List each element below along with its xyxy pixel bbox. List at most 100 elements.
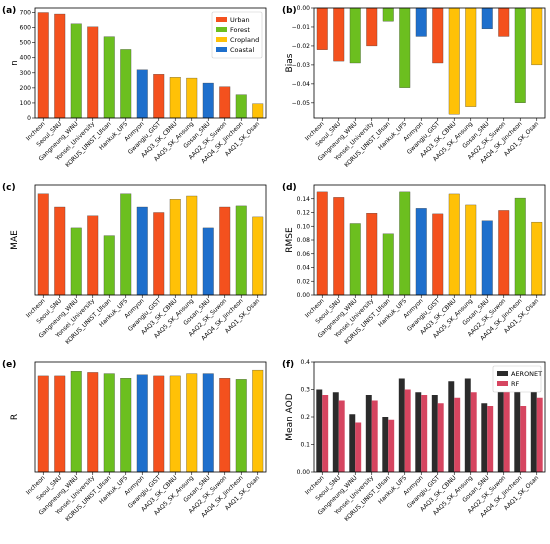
bar-10 — [481, 220, 493, 296]
bar-8 — [448, 193, 460, 296]
bar-5 — [399, 191, 411, 296]
bar-10 — [202, 227, 214, 296]
bar-9 — [186, 373, 198, 473]
bar-0 — [37, 375, 49, 473]
bar-1 — [333, 197, 345, 296]
y-tick-label: −0.01 — [292, 24, 311, 31]
y-tick-label: 0.02 — [297, 278, 311, 285]
bar-3 — [366, 213, 378, 296]
bar-aeronet-13 — [530, 389, 537, 472]
legend-entry: Urban — [230, 16, 250, 24]
bar-6 — [415, 7, 427, 37]
y-tick-label: 0.2 — [300, 414, 310, 421]
bar-12 — [514, 7, 526, 103]
y-tick-label: 600 — [20, 25, 32, 32]
bar-1 — [333, 7, 345, 62]
y-tick-label: 400 — [20, 55, 32, 62]
bar-7 — [153, 212, 165, 296]
bar-4 — [382, 233, 394, 296]
bar-3 — [366, 7, 378, 47]
y-tick-label: 700 — [20, 10, 32, 17]
y-axis-label: MAE — [10, 230, 20, 250]
bar-2 — [70, 23, 82, 119]
y-tick-label: 0.00 — [297, 5, 311, 12]
bar-rf-4 — [388, 419, 395, 472]
bar-aeronet-12 — [514, 389, 521, 472]
y-axis-label: n — [10, 60, 20, 66]
bar-1 — [54, 375, 66, 473]
legend-entry: RF — [511, 380, 520, 388]
legend-swatch — [216, 27, 227, 32]
y-tick-label: −0.05 — [292, 100, 311, 107]
bar-aeronet-2 — [349, 414, 356, 472]
y-tick-label: 0.08 — [297, 237, 311, 244]
bar-10 — [481, 7, 493, 30]
bar-13 — [531, 221, 543, 296]
y-tick-label: 300 — [20, 70, 32, 77]
bar-8 — [169, 375, 181, 473]
bar-2 — [70, 371, 82, 473]
bar-aeronet-5 — [398, 378, 405, 472]
y-tick-label: 0.00 — [297, 292, 311, 299]
panel-label: (f) — [282, 360, 294, 370]
bar-11 — [498, 210, 510, 296]
bar-13 — [531, 7, 543, 66]
bar-1 — [54, 13, 66, 119]
bar-9 — [465, 7, 477, 107]
bar-11 — [219, 86, 231, 119]
bar-5 — [120, 193, 132, 296]
bar-4 — [103, 36, 115, 119]
legend-swatch — [497, 371, 508, 376]
y-tick-label: 100 — [20, 100, 32, 107]
y-tick-label: 0.06 — [297, 251, 311, 258]
bar-aeronet-8 — [448, 381, 455, 472]
bar-rf-13 — [536, 397, 543, 472]
bar-rf-6 — [421, 395, 428, 472]
bar-13 — [252, 369, 264, 473]
legend-entry: Coastal — [230, 46, 254, 54]
bar-aeronet-11 — [497, 381, 504, 472]
y-tick-label: 0.4 — [300, 359, 310, 366]
bar-12 — [235, 379, 247, 473]
bar-10 — [202, 82, 214, 119]
y-tick-label: 0.14 — [297, 196, 311, 203]
bar-3 — [87, 215, 99, 296]
y-tick-label: 0.04 — [297, 265, 311, 272]
bar-7 — [432, 7, 444, 64]
y-tick-label: 0.3 — [300, 387, 310, 394]
bar-8 — [169, 199, 181, 296]
y-tick-label: −0.03 — [292, 62, 311, 69]
y-axis-label: RMSE — [285, 227, 295, 253]
bar-12 — [235, 94, 247, 119]
plot-frame — [34, 7, 267, 119]
bar-7 — [432, 213, 444, 296]
y-axis-label: R — [10, 414, 20, 420]
bar-6 — [136, 206, 148, 296]
bar-6 — [415, 208, 427, 296]
y-axis-label: Mean AOD — [285, 393, 295, 440]
y-tick-label: 0 — [27, 115, 31, 122]
bar-4 — [103, 373, 115, 473]
bar-6 — [136, 69, 148, 119]
y-tick-label: 0.1 — [300, 442, 310, 449]
legend-swatch — [216, 17, 227, 22]
bar-aeronet-0 — [316, 389, 323, 472]
y-tick-label: 0.00 — [297, 469, 311, 476]
bar-0 — [37, 193, 49, 296]
y-tick-label: −0.02 — [292, 43, 311, 50]
bar-aeronet-9 — [464, 378, 471, 472]
bar-9 — [465, 204, 477, 296]
bar-rf-9 — [470, 392, 477, 472]
plot-frame — [313, 7, 546, 119]
legend-entry: AERONET — [511, 370, 542, 378]
panel-label: (c) — [2, 183, 16, 193]
legend-entry: Forest — [230, 26, 250, 34]
bar-7 — [153, 74, 165, 119]
bar-11 — [219, 378, 231, 473]
bar-8 — [448, 7, 460, 115]
bar-aeronet-4 — [382, 417, 389, 472]
plot-frame — [34, 361, 267, 473]
y-tick-label: 0.10 — [297, 223, 311, 230]
bar-rf-8 — [454, 397, 461, 472]
